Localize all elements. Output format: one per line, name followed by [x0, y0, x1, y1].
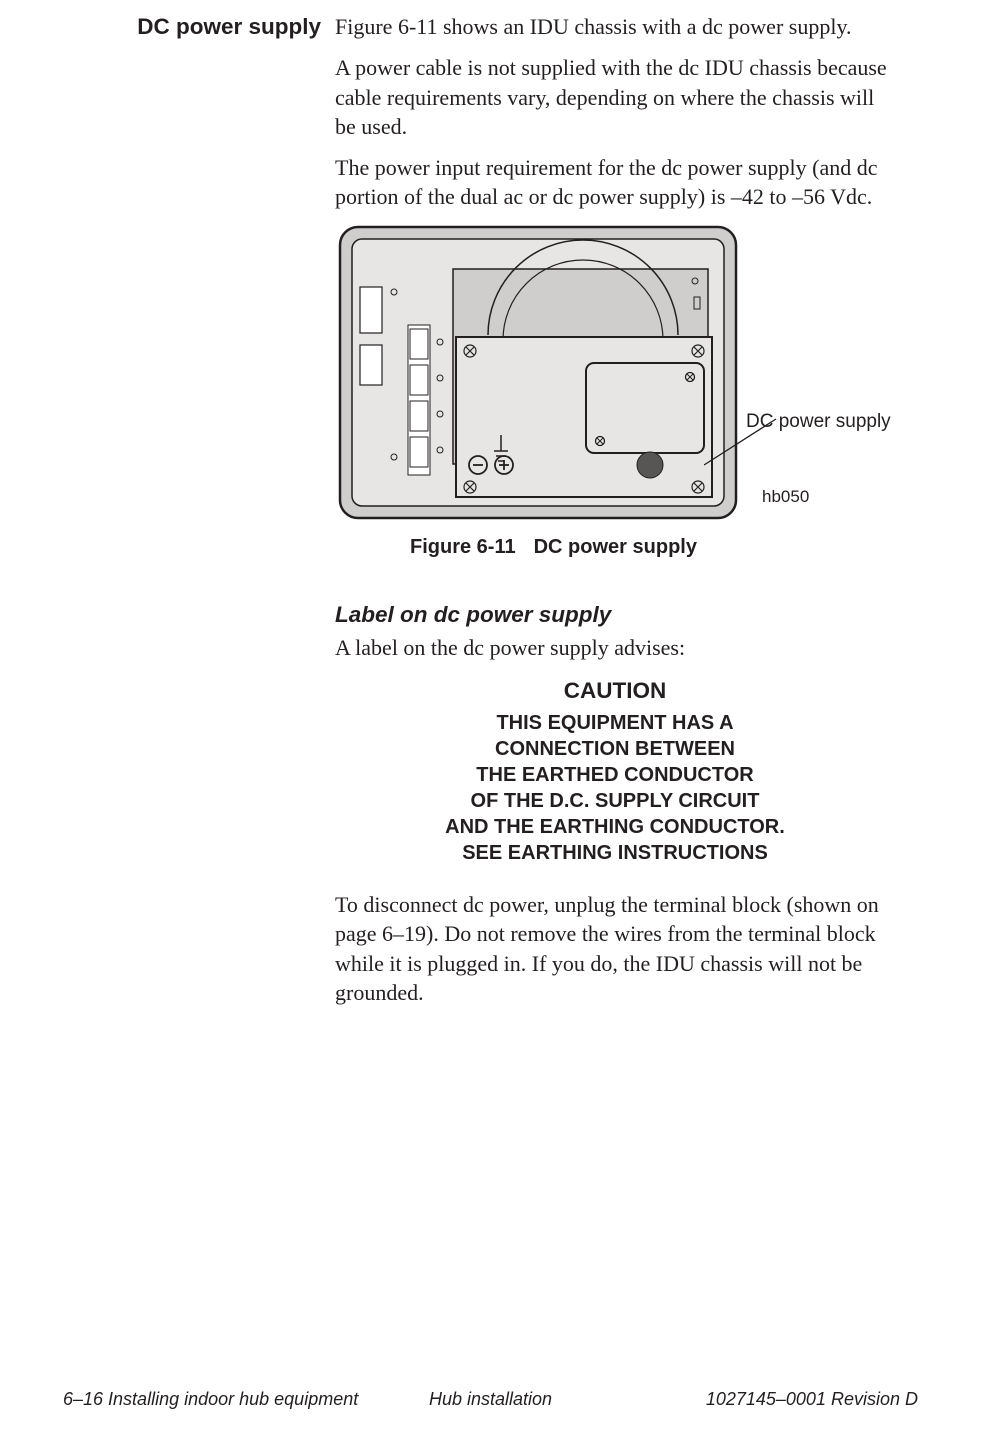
- caution-label-block: CAUTION THIS EQUIPMENT HAS A CONNECTION …: [335, 678, 895, 866]
- figure-caption-number: Figure 6-11: [410, 536, 516, 558]
- paragraph-2: A power cable is not supplied with the d…: [335, 53, 890, 141]
- figure-id-label: hb050: [762, 487, 809, 507]
- paragraph-1: Figure 6-11 shows an IDU chassis with a …: [335, 12, 890, 41]
- caution-line-5: AND THE EARTHING CONDUCTOR.: [335, 814, 895, 840]
- caution-line-3: THE EARTHED CONDUCTOR: [335, 762, 895, 788]
- disconnect-instructions: To disconnect dc power, unplug the termi…: [335, 890, 895, 1007]
- subsection-heading: Label on dc power supply: [335, 602, 611, 628]
- figure-caption: Figure 6-11 DC power supply: [410, 536, 697, 559]
- figure-callout-label: DC power supply: [746, 411, 891, 433]
- figure-caption-title: DC power supply: [534, 536, 697, 558]
- body-text-block: Figure 6-11 shows an IDU chassis with a …: [335, 12, 890, 224]
- figure-dc-power-supply: [338, 225, 898, 525]
- chassis-illustration: [338, 225, 738, 520]
- caution-line-1: THIS EQUIPMENT HAS A: [335, 710, 895, 736]
- caution-line-6: SEE EARTHING INSTRUCTIONS: [335, 840, 895, 866]
- footer-right: 1027145–0001 Revision D: [706, 1389, 918, 1410]
- section-heading: DC power supply: [98, 14, 321, 40]
- paragraph-3: The power input requirement for the dc p…: [335, 153, 890, 212]
- caution-line-4: OF THE D.C. SUPPLY CIRCUIT: [335, 788, 895, 814]
- caution-title: CAUTION: [335, 678, 895, 704]
- subsection-intro-text: A label on the dc power supply advises:: [335, 633, 895, 662]
- caution-line-2: CONNECTION BETWEEN: [335, 736, 895, 762]
